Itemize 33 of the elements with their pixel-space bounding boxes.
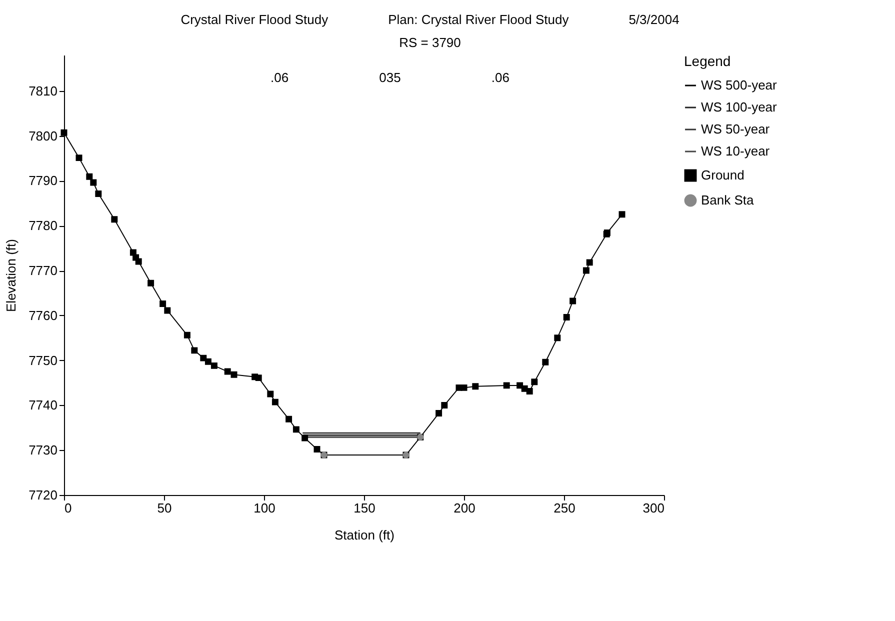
y-tick-label: 7770 xyxy=(28,263,58,278)
y-tick-label: 7800 xyxy=(28,128,58,144)
chart-subtitle: RS = 3790 xyxy=(398,35,462,50)
x-tick-label: 100 xyxy=(254,500,276,516)
annotation: 035 xyxy=(379,70,401,85)
x-tick-label: 200 xyxy=(454,500,476,516)
y-tick-label: 7780 xyxy=(28,218,58,234)
y-tick-label: 7720 xyxy=(28,488,58,502)
y-tick-label: 7730 xyxy=(28,442,58,458)
x-axis-title: Station (ft) xyxy=(334,528,394,542)
legend-label: WS 50-year xyxy=(701,122,770,136)
legend-label: Bank Sta xyxy=(701,192,755,208)
x-tick-label: 0 xyxy=(64,500,72,516)
y-tick-label: 7750 xyxy=(28,352,58,368)
legend-title: Legend xyxy=(684,53,731,69)
y-tick-label: 7740 xyxy=(28,398,58,413)
annotation: .06 xyxy=(270,70,289,85)
legend-label: WS 10-year xyxy=(701,144,770,158)
x-tick-label: 150 xyxy=(354,500,376,516)
chart-title: Crystal River Flood Study xyxy=(180,12,328,27)
legend-label: WS 100-year xyxy=(701,100,778,114)
annotation: .06 xyxy=(491,70,510,85)
y-tick-label: 7810 xyxy=(28,83,58,98)
x-tick-label: 50 xyxy=(157,500,172,516)
x-tick-label: 250 xyxy=(554,500,576,516)
text: 5/3/2004 xyxy=(628,12,680,27)
legend-label: WS 500-year xyxy=(701,78,778,92)
y-tick-label: 7760 xyxy=(28,308,58,323)
x-tick-label: 300 xyxy=(642,500,664,516)
legend-label: Ground xyxy=(701,168,744,182)
y-axis-title: Elevation (ft) xyxy=(4,239,19,312)
y-tick-label: 7790 xyxy=(28,173,58,188)
text: Plan: Crystal River Flood Study xyxy=(388,12,569,27)
